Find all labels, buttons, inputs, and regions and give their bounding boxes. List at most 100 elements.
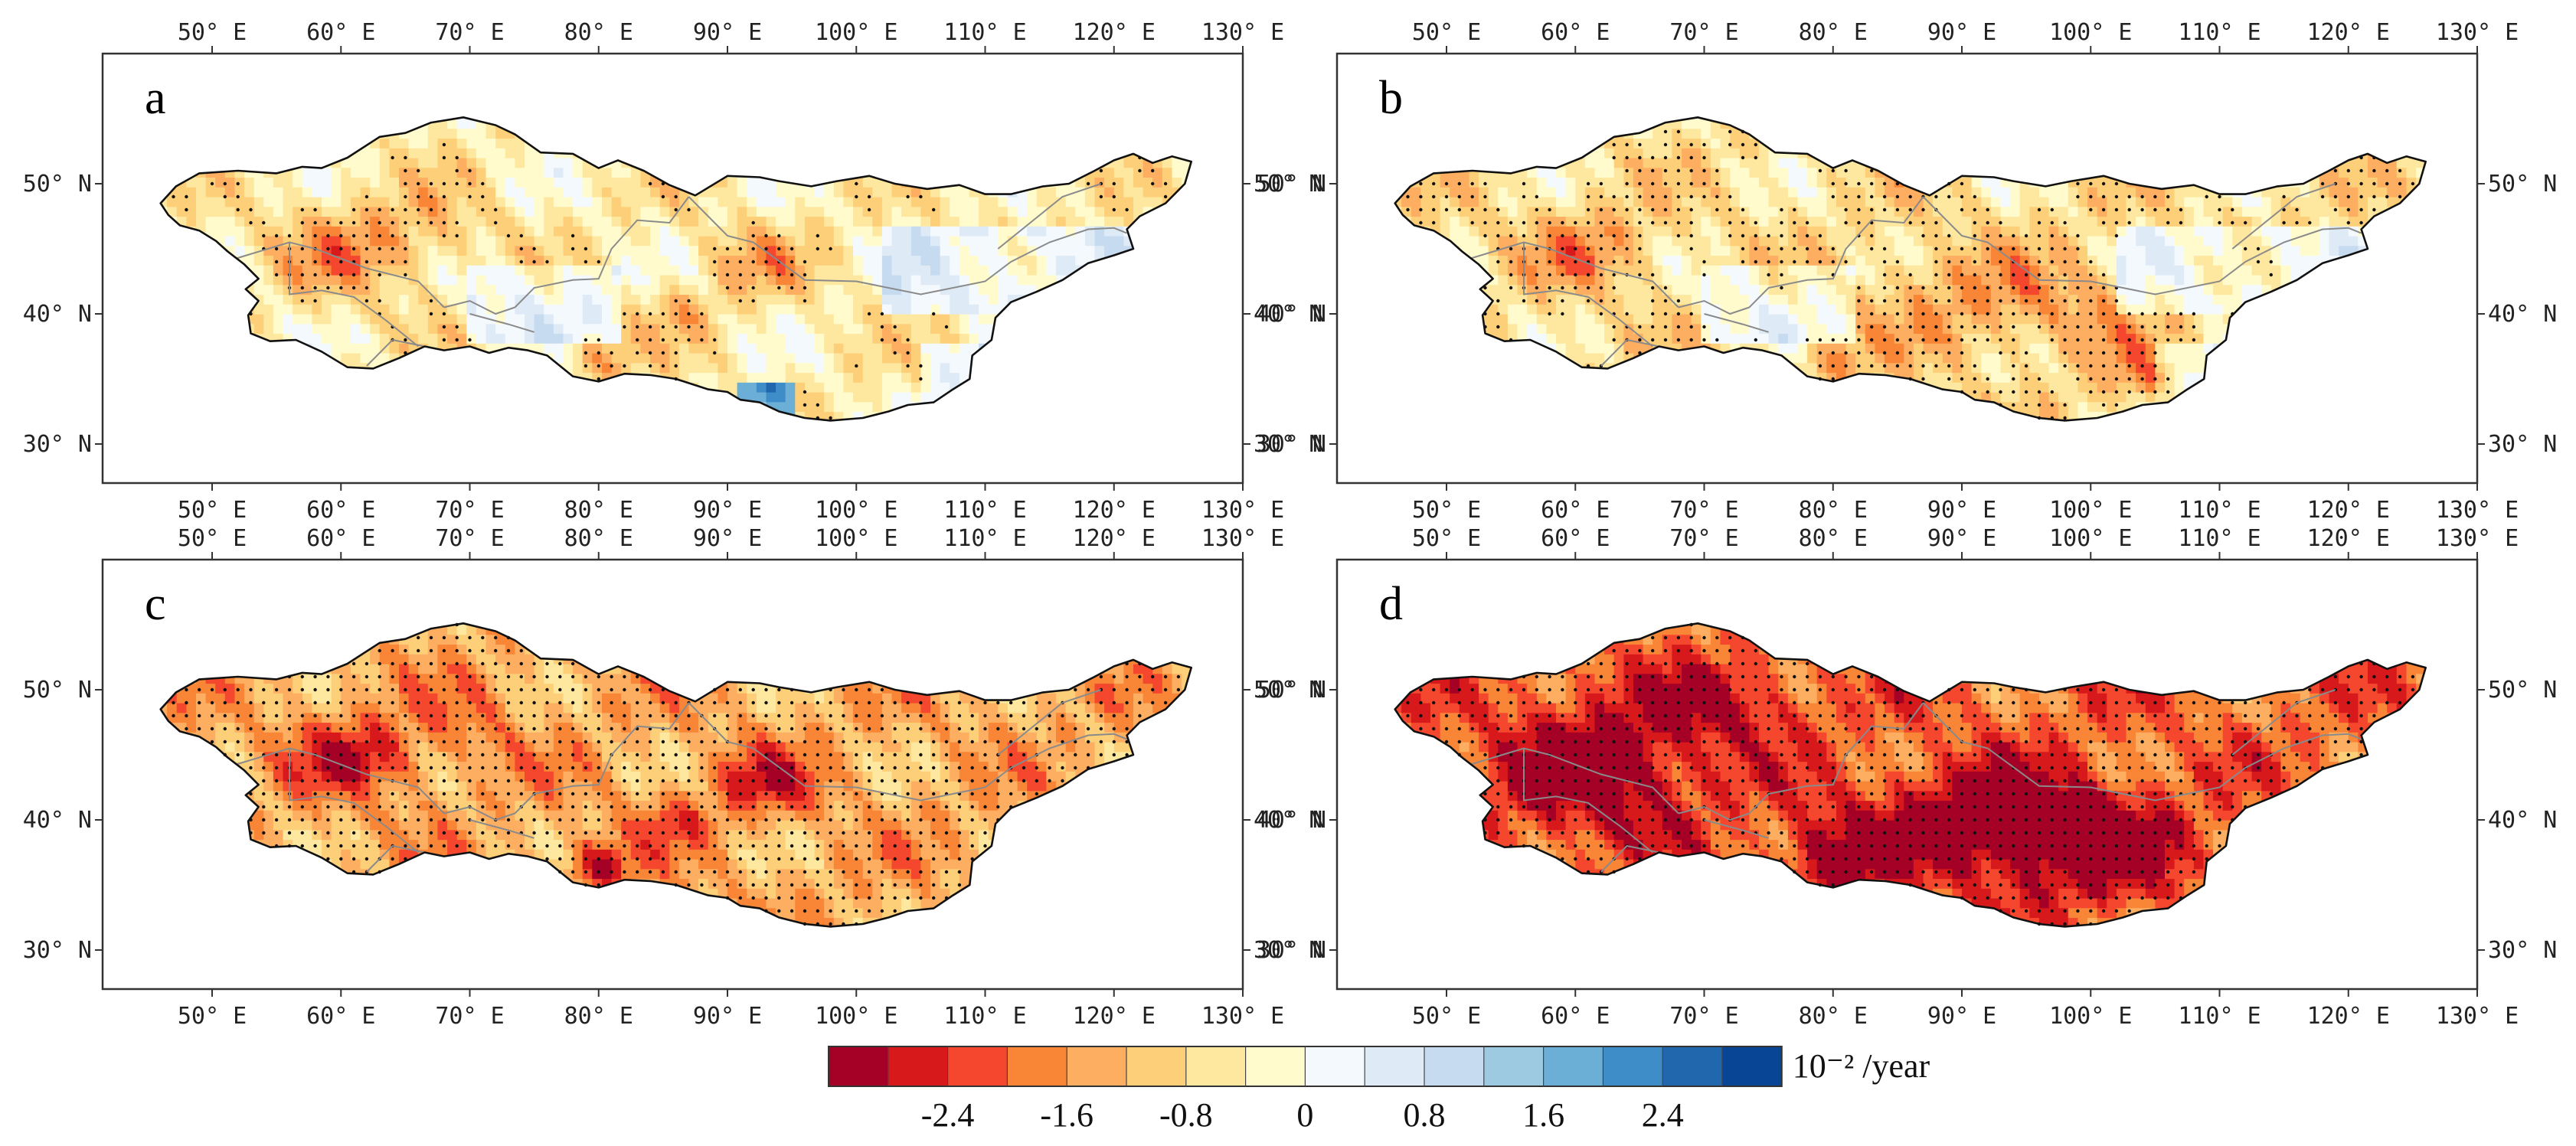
country-border: [1523, 242, 1653, 348]
lon-tick-label: 100° E: [2049, 1003, 2132, 1030]
colorbar-label: -2.4: [921, 1096, 975, 1134]
lon-tick-label: 130° E: [2436, 497, 2519, 524]
colorbar-swatch: [1543, 1046, 1603, 1086]
lat-tick-label: 50° N: [1254, 677, 1322, 704]
country-border: [289, 242, 419, 348]
lon-tick-label: 60° E: [306, 525, 375, 552]
lon-tick-label: 130° E: [1201, 525, 1284, 552]
lon-tick-label: 70° E: [435, 525, 504, 552]
country-border: [469, 313, 534, 333]
lat-tick-label: 40° N: [1254, 807, 1322, 834]
panel-label: b: [1379, 72, 1403, 124]
lat-tick-label: 50° N: [1257, 677, 1326, 704]
country-border: [1922, 196, 2362, 295]
lon-tick-label: 110° E: [2178, 19, 2261, 46]
lon-tick-label: 70° E: [1669, 497, 1738, 524]
region-outline: [1394, 622, 2427, 928]
country-border: [1459, 747, 1679, 815]
lon-tick-label: 90° E: [1927, 525, 1996, 552]
colorbar: -2.4 -1.6 -0.8 0 0.8 1.6 2.4 10⁻² /year: [828, 1046, 1930, 1134]
region-outline: [1394, 116, 2427, 422]
country-border: [224, 747, 445, 815]
country-border: [997, 689, 1102, 756]
lon-tick-label: 110° E: [943, 1003, 1026, 1030]
lon-tick-label: 110° E: [943, 497, 1026, 524]
lon-tick-label: 120° E: [1073, 525, 1156, 552]
lon-tick-label: 130° E: [2436, 525, 2519, 552]
panel-c: c 50° E 50° E 60° E 60° E 70° E 70° E 80° E 80° …: [23, 525, 1323, 1030]
colorbar-swatch: [1245, 1046, 1306, 1086]
panel-label: d: [1379, 578, 1403, 630]
colorbar-swatch: [1305, 1046, 1365, 1086]
country-border: [1922, 702, 2362, 802]
lon-tick-label: 80° E: [1799, 1003, 1868, 1030]
lon-tick-label: 50° E: [178, 19, 247, 46]
lat-tick-label: 30° N: [23, 431, 92, 458]
colorbar-swatch: [888, 1046, 949, 1086]
colorbar-label: -1.6: [1040, 1096, 1093, 1134]
colorbar-label: 0.8: [1404, 1096, 1446, 1134]
colorbar-swatch: [1483, 1046, 1545, 1086]
panel-label: a: [145, 72, 166, 124]
lat-tick-label: 30° N: [2488, 937, 2557, 964]
lon-tick-label: 50° E: [178, 1003, 247, 1030]
country-border: [289, 748, 419, 854]
country-border: [443, 299, 515, 315]
lon-tick-label: 80° E: [564, 525, 633, 552]
lon-tick-label: 50° E: [1412, 1003, 1481, 1030]
colorbar-swatch: [829, 1046, 889, 1086]
colorbar-label: 0: [1296, 1096, 1313, 1134]
lon-tick-label: 100° E: [815, 525, 897, 552]
colorbar-swatch: [947, 1046, 1008, 1086]
lat-tick-label: 40° N: [1257, 301, 1326, 328]
lat-tick-label: 40° N: [23, 301, 92, 328]
colorbar-swatch: [1365, 1046, 1425, 1086]
country-border: [1600, 844, 1659, 873]
colorbar-swatch: [1126, 1046, 1187, 1086]
colorbar-swatch: [1603, 1046, 1663, 1086]
country-border: [2231, 689, 2336, 756]
lat-tick-label: 40° N: [23, 807, 92, 834]
panel-b: b 50° E 50° E 60° E 60° E 70° E 70° E 80° E 80° …: [1257, 19, 2558, 524]
country-border: [1523, 748, 1653, 854]
lon-tick-label: 70° E: [1669, 525, 1738, 552]
country-border: [1704, 313, 1769, 333]
lon-tick-label: 90° E: [1927, 19, 1996, 46]
lat-tick-label: 30° N: [1257, 431, 1326, 458]
lon-tick-label: 130° E: [1201, 1003, 1284, 1030]
colorbar-unit: 10⁻² /year: [1793, 1047, 1930, 1085]
lon-tick-label: 100° E: [815, 1003, 897, 1030]
significance-dots: [172, 142, 1168, 420]
region-outline: [159, 622, 1192, 928]
country-border: [366, 844, 425, 873]
lon-tick-label: 60° E: [306, 1003, 375, 1030]
lon-tick-label: 70° E: [435, 1003, 504, 1030]
lat-tick-label: 30° N: [23, 937, 92, 964]
country-border: [1678, 805, 1750, 821]
lon-tick-label: 60° E: [1541, 525, 1610, 552]
lon-tick-label: 120° E: [2307, 497, 2390, 524]
lat-tick-label: 30° N: [1257, 937, 1326, 964]
colorbar-swatch: [1424, 1046, 1485, 1086]
lon-tick-label: 120° E: [2307, 19, 2390, 46]
lon-tick-label: 70° E: [435, 19, 504, 46]
country-border: [514, 702, 690, 815]
lon-tick-label: 90° E: [693, 19, 762, 46]
lon-tick-label: 130° E: [2436, 1003, 2519, 1030]
lon-tick-label: 110° E: [943, 525, 1026, 552]
lat-tick-label: 50° N: [2488, 171, 2557, 198]
country-border: [366, 338, 425, 367]
country-border: [2231, 183, 2336, 250]
lat-tick-label: 40° N: [1254, 301, 1322, 328]
lon-tick-label: 130° E: [1201, 19, 1284, 46]
lon-tick-label: 100° E: [2049, 497, 2132, 524]
lat-tick-label: 30° N: [1254, 431, 1322, 458]
lon-tick-label: 90° E: [693, 1003, 762, 1030]
country-border: [224, 241, 445, 309]
lon-tick-label: 70° E: [1669, 1003, 1738, 1030]
lon-tick-label: 60° E: [306, 497, 375, 524]
lat-tick-label: 30° N: [1254, 937, 1322, 964]
region-outline: [159, 116, 1192, 422]
significance-dots: [1406, 622, 2415, 926]
colorbar-label: -0.8: [1159, 1096, 1213, 1134]
